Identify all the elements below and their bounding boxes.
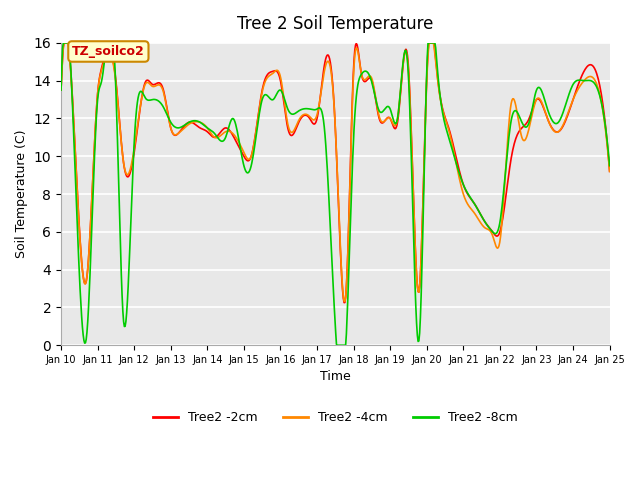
Tree2 -8cm xyxy=(180,123,188,129)
X-axis label: Time: Time xyxy=(320,371,351,384)
Tree2 -2cm xyxy=(180,124,188,130)
Text: TZ_soilco2: TZ_soilco2 xyxy=(72,45,145,58)
Tree2 -4cm xyxy=(209,133,217,139)
Tree2 -8cm xyxy=(420,202,428,207)
Tree2 -4cm xyxy=(404,56,412,61)
Tree2 -2cm xyxy=(404,52,412,58)
Tree2 -4cm xyxy=(124,171,132,177)
Tree2 -2cm xyxy=(60,40,68,46)
Title: Tree 2 Soil Temperature: Tree 2 Soil Temperature xyxy=(237,15,433,33)
Line: Tree2 -2cm: Tree2 -2cm xyxy=(61,43,610,302)
Tree2 -8cm xyxy=(404,58,412,64)
Tree2 -4cm xyxy=(420,183,428,189)
Tree2 -2cm xyxy=(209,134,217,140)
Tree2 -4cm xyxy=(60,40,68,46)
Tree2 -4cm xyxy=(606,168,614,174)
Tree2 -4cm xyxy=(68,84,76,90)
Tree2 -2cm xyxy=(57,87,65,93)
Tree2 -8cm xyxy=(209,129,217,135)
Tree2 -4cm xyxy=(180,126,188,132)
Y-axis label: Soil Temperature (C): Soil Temperature (C) xyxy=(15,130,28,258)
Tree2 -8cm xyxy=(124,283,132,289)
Tree2 -8cm xyxy=(68,84,76,90)
Tree2 -2cm xyxy=(68,83,76,88)
Tree2 -8cm xyxy=(57,87,65,93)
Tree2 -4cm xyxy=(57,87,65,93)
Tree2 -8cm xyxy=(606,163,614,168)
Legend: Tree2 -2cm, Tree2 -4cm, Tree2 -8cm: Tree2 -2cm, Tree2 -4cm, Tree2 -8cm xyxy=(148,406,522,429)
Tree2 -8cm xyxy=(60,40,67,46)
Line: Tree2 -8cm: Tree2 -8cm xyxy=(61,43,610,345)
Tree2 -4cm xyxy=(341,299,349,304)
Tree2 -8cm xyxy=(333,342,341,348)
Tree2 -2cm xyxy=(420,181,428,187)
Tree2 -2cm xyxy=(124,174,132,180)
Tree2 -2cm xyxy=(606,168,614,174)
Line: Tree2 -4cm: Tree2 -4cm xyxy=(61,43,610,301)
Tree2 -2cm xyxy=(340,300,348,305)
